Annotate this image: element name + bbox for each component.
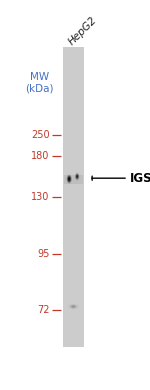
Ellipse shape xyxy=(72,306,75,307)
Ellipse shape xyxy=(70,305,77,308)
Ellipse shape xyxy=(76,175,78,178)
Ellipse shape xyxy=(68,177,70,180)
Ellipse shape xyxy=(71,305,76,308)
Ellipse shape xyxy=(77,176,78,177)
Ellipse shape xyxy=(76,174,79,179)
Ellipse shape xyxy=(76,174,78,179)
Ellipse shape xyxy=(75,174,79,179)
Ellipse shape xyxy=(68,177,70,181)
Ellipse shape xyxy=(69,178,70,180)
Text: IGSF1: IGSF1 xyxy=(130,172,150,185)
Ellipse shape xyxy=(67,175,72,183)
Ellipse shape xyxy=(75,173,79,180)
Ellipse shape xyxy=(67,175,71,183)
Ellipse shape xyxy=(68,176,71,182)
Text: MW
(kDa): MW (kDa) xyxy=(25,72,54,94)
Ellipse shape xyxy=(67,175,72,183)
Ellipse shape xyxy=(76,176,78,178)
Ellipse shape xyxy=(68,177,70,181)
Ellipse shape xyxy=(68,176,71,182)
Ellipse shape xyxy=(68,177,70,181)
Ellipse shape xyxy=(76,175,78,179)
Ellipse shape xyxy=(69,178,70,180)
Text: HepG2: HepG2 xyxy=(66,15,98,47)
Ellipse shape xyxy=(76,175,78,178)
Ellipse shape xyxy=(76,174,79,179)
Bar xyxy=(64,175,83,184)
Text: 95: 95 xyxy=(37,249,50,259)
Bar xyxy=(63,47,84,347)
Text: 180: 180 xyxy=(31,151,50,161)
Text: 130: 130 xyxy=(31,192,50,202)
Ellipse shape xyxy=(67,176,71,182)
Ellipse shape xyxy=(75,173,79,180)
Ellipse shape xyxy=(77,176,78,177)
Ellipse shape xyxy=(67,176,71,183)
Text: 72: 72 xyxy=(37,305,50,315)
Ellipse shape xyxy=(72,306,74,307)
Text: 250: 250 xyxy=(31,130,50,140)
